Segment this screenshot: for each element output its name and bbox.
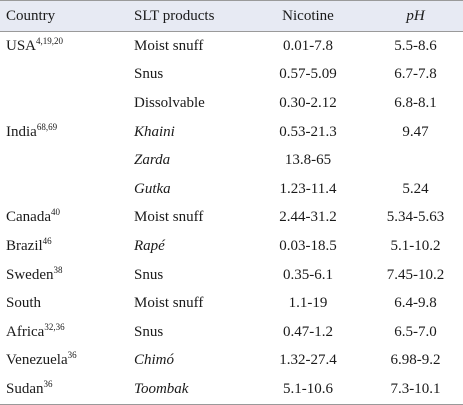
cell-nicotine: 0.47-1.2 xyxy=(283,323,333,340)
cell-product: Gutka xyxy=(134,180,171,197)
cell-nicotine: 5.1-10.6 xyxy=(248,375,368,405)
cell-country: USA4,19,20 xyxy=(0,32,128,61)
cell-nicotine: 1.23-11.4 xyxy=(279,180,337,197)
cell-ph: 6.4-9.8 xyxy=(394,295,437,312)
header-nicotine: Nicotine xyxy=(248,0,368,32)
table-row: Sweden38 Snus 0.35-6.1 7.45-10.2 xyxy=(0,261,463,290)
table-row: Sudan36 Toombak 5.1-10.6 7.3-10.1 xyxy=(0,375,463,405)
cell-country: Sweden38 xyxy=(0,261,128,290)
cell-nicotine: 2.44-31.2 xyxy=(279,209,337,226)
cell-nicotine: 0.35-6.1 xyxy=(283,266,333,283)
cell-country: South xyxy=(0,289,128,318)
cell-ph xyxy=(368,146,463,175)
table-header-row: Country SLT products Nicotine pH xyxy=(0,0,463,32)
header-products: SLT products xyxy=(128,0,248,32)
cell-nicotine: 0.01-7.8 xyxy=(283,37,333,54)
cell-country: Venezuela36 xyxy=(0,347,128,376)
table-row: Zarda 13.8-65 xyxy=(0,146,463,175)
cell-country xyxy=(0,89,128,118)
cell-product: Moist snuff xyxy=(134,37,204,54)
country-name: USA xyxy=(6,37,37,54)
cell-country: Canada40 xyxy=(0,204,128,233)
table-row: Brazil46 Rapé 0.03-18.5 5.1-10.2 xyxy=(0,232,463,261)
cell-product: Moist snuff xyxy=(134,295,204,312)
cell-country: Brazil46 xyxy=(0,232,128,261)
cell-nicotine: 0.30-2.12 xyxy=(279,94,337,111)
cell-ph: 5.1-10.2 xyxy=(390,237,441,254)
reference-superscript: 38 xyxy=(53,264,63,275)
cell-product: Zarda xyxy=(134,152,171,169)
cell-product: Rapé xyxy=(134,237,165,254)
cell-ph: 7.45-10.2 xyxy=(386,266,445,283)
cell-ph: 6.8-8.1 xyxy=(394,94,437,111)
cell-product: Moist snuff xyxy=(134,209,204,226)
reference-superscript: 68,69 xyxy=(36,121,58,132)
cell-ph: 5.34-5.63 xyxy=(386,209,445,226)
table-row: India68,69 Khaini 0.53-21.3 9.47 xyxy=(0,118,463,147)
header-country: Country xyxy=(0,0,128,32)
cell-nicotine: 1.1-19 xyxy=(288,295,328,312)
country-name: Venezuela xyxy=(6,352,68,369)
country-name: Africa xyxy=(6,323,45,340)
reference-superscript: 4,19,20 xyxy=(36,35,64,46)
cell-ph: 6.98-9.2 xyxy=(390,352,441,369)
table-row: Snus 0.57-5.09 6.7-7.8 xyxy=(0,61,463,90)
cell-nicotine: 1.32-27.4 xyxy=(279,352,337,369)
cell-country xyxy=(0,146,128,175)
table-row: South Moist snuff 1.1-19 6.4-9.8 xyxy=(0,289,463,318)
country-name: Sudan xyxy=(6,380,44,397)
cell-ph: 9.47 xyxy=(402,123,429,140)
cell-country: Africa32,36 xyxy=(0,318,128,347)
reference-superscript: 36 xyxy=(67,350,77,361)
cell-product: Chimó xyxy=(134,352,175,369)
reference-superscript: 32,36 xyxy=(44,321,65,332)
table-row: Canada40 Moist snuff 2.44-31.2 5.34-5.63 xyxy=(0,204,463,233)
country-name: South xyxy=(6,295,42,312)
country-name: Canada xyxy=(6,209,51,226)
table-body: USA4,19,20 Moist snuff 0.01-7.8 5.5-8.6 Snus… xyxy=(0,32,463,405)
country-name: India xyxy=(6,123,37,140)
cell-product: Dissolvable xyxy=(134,94,205,111)
country-name: Brazil xyxy=(6,237,43,254)
reference-superscript: 40 xyxy=(50,207,60,218)
cell-ph: 7.3-10.1 xyxy=(368,375,463,405)
header-ph: pH xyxy=(368,0,463,32)
cell-nicotine: 0.57-5.09 xyxy=(279,66,337,83)
cell-product: Snus xyxy=(134,266,164,283)
cell-country xyxy=(0,175,128,204)
table-row: Gutka 1.23-11.4 5.24 xyxy=(0,175,463,204)
cell-nicotine: 0.03-18.5 xyxy=(279,237,337,254)
country-name: Sweden xyxy=(6,266,54,283)
cell-country: Sudan36 xyxy=(0,375,128,405)
table-row: USA4,19,20 Moist snuff 0.01-7.8 5.5-8.6 xyxy=(0,32,463,61)
table-row: Venezuela36 Chimó 1.32-27.4 6.98-9.2 xyxy=(0,347,463,376)
cell-country xyxy=(0,61,128,90)
cell-ph: 5.5-8.6 xyxy=(394,37,437,54)
table-row: Africa32,36 Snus 0.47-1.2 6.5-7.0 xyxy=(0,318,463,347)
cell-product: Snus xyxy=(134,66,164,83)
cell-country: India68,69 xyxy=(0,118,128,147)
cell-nicotine: 0.53-21.3 xyxy=(279,123,337,140)
cell-ph: 6.5-7.0 xyxy=(394,323,437,340)
reference-superscript: 36 xyxy=(43,378,53,389)
cell-product: Snus xyxy=(134,323,164,340)
cell-ph: 5.24 xyxy=(402,180,429,197)
reference-superscript: 46 xyxy=(42,235,52,246)
cell-nicotine: 13.8-65 xyxy=(284,152,332,169)
cell-ph: 6.7-7.8 xyxy=(394,66,437,83)
table-row: Dissolvable 0.30-2.12 6.8-8.1 xyxy=(0,89,463,118)
cell-product: Khaini xyxy=(134,123,175,140)
cell-product: Toombak xyxy=(128,375,248,405)
